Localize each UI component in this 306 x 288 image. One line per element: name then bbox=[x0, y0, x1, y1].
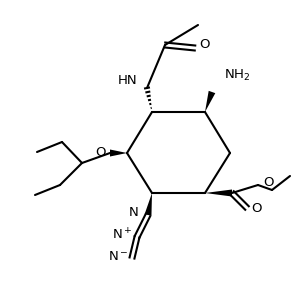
Text: O: O bbox=[263, 177, 273, 190]
Polygon shape bbox=[205, 91, 215, 112]
Text: N$^-$: N$^-$ bbox=[108, 251, 128, 264]
Text: N$^+$: N$^+$ bbox=[112, 227, 132, 243]
Polygon shape bbox=[144, 193, 152, 216]
Text: HN: HN bbox=[118, 73, 138, 86]
Text: O: O bbox=[95, 147, 105, 160]
Text: NH$_2$: NH$_2$ bbox=[224, 67, 250, 83]
Text: N: N bbox=[129, 206, 139, 219]
Text: O: O bbox=[252, 202, 262, 215]
Text: O: O bbox=[200, 39, 210, 52]
Polygon shape bbox=[205, 190, 232, 196]
Polygon shape bbox=[110, 149, 127, 156]
